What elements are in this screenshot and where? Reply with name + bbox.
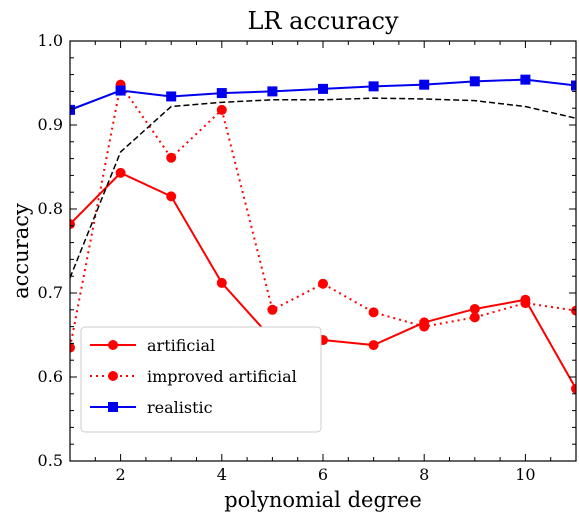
- data-point-artificial: [368, 340, 379, 351]
- legend: artificial improved artificial realistic: [80, 326, 322, 433]
- y-tick-label: 0.9: [38, 115, 63, 134]
- data-point-artificial: [469, 303, 480, 314]
- legend-marker-artificial: [108, 340, 118, 350]
- y-tick-label: 0.5: [38, 451, 63, 470]
- data-point-improved-artificial: [216, 104, 227, 115]
- y-tick-label: 1.0: [38, 31, 63, 50]
- legend-box: [80, 326, 322, 433]
- data-point-artificial: [70, 219, 75, 230]
- data-point-improved-artificial: [318, 278, 328, 289]
- x-axis-label: polynomial degree: [224, 488, 422, 512]
- x-tick-label: 4: [217, 465, 227, 484]
- x-tick-label: 6: [318, 465, 328, 484]
- data-point-realistic: [419, 79, 430, 90]
- data-point-improved-artificial: [469, 312, 480, 323]
- legend-label-improved-artificial: improved artificial: [147, 367, 297, 386]
- series-line-unlabeled-dashed: [70, 97, 576, 279]
- data-point-realistic: [520, 74, 531, 85]
- y-tick-label: 0.8: [38, 199, 63, 218]
- data-point-realistic: [216, 88, 227, 99]
- data-point-improved-artificial: [571, 305, 576, 316]
- data-point-realistic: [115, 85, 126, 96]
- data-point-realistic: [267, 86, 278, 97]
- y-tick-label: 0.7: [38, 283, 63, 302]
- data-point-realistic: [571, 80, 576, 91]
- data-point-improved-artificial: [166, 152, 177, 163]
- data-point-improved-artificial: [520, 298, 531, 309]
- data-point-artificial: [216, 277, 227, 288]
- data-point-improved-artificial: [70, 342, 75, 353]
- y-tick-label: 0.6: [38, 367, 63, 386]
- x-tick-label: 2: [116, 465, 126, 484]
- legend-label-artificial: artificial: [147, 336, 215, 355]
- legend-label-realistic: realistic: [147, 398, 213, 417]
- series-layer: [70, 74, 576, 394]
- data-point-realistic: [70, 104, 75, 115]
- data-point-artificial: [115, 167, 126, 178]
- x-tick-label: 8: [419, 465, 429, 484]
- legend-marker-realistic: [108, 402, 118, 412]
- data-point-improved-artificial: [267, 304, 278, 315]
- data-point-realistic: [469, 76, 480, 87]
- data-point-realistic: [318, 83, 328, 94]
- data-point-artificial: [571, 383, 576, 394]
- plot-area: 2 4 6 8 10 0.5 0.6 0.7 0.8 0.9 1.0: [38, 31, 577, 484]
- data-point-realistic: [368, 81, 379, 92]
- data-point-artificial: [166, 191, 177, 202]
- x-tick-label: 10: [515, 465, 535, 484]
- y-axis-label: accuracy: [9, 203, 33, 299]
- chart-title: LR accuracy: [247, 7, 399, 35]
- legend-marker-improved-artificial: [108, 371, 118, 381]
- data-point-improved-artificial: [419, 321, 430, 332]
- data-point-improved-artificial: [368, 307, 379, 318]
- data-point-realistic: [166, 91, 177, 102]
